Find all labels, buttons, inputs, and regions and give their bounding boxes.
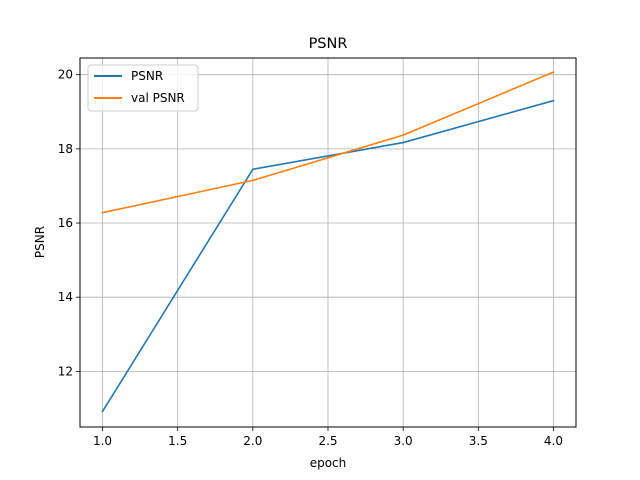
series-line-val-psnr — [101, 71, 555, 214]
y-tick-label: 12 — [58, 364, 73, 378]
x-tick-label: 1.0 — [93, 434, 112, 448]
x-tick-label: 3.5 — [469, 434, 488, 448]
legend: PSNR val PSNR — [87, 64, 199, 112]
y-tick-label: 16 — [58, 216, 73, 230]
series-lines — [101, 71, 555, 413]
legend-label-psnr: PSNR — [131, 69, 163, 83]
y-tick-label: 20 — [58, 68, 73, 82]
x-tick-label: 4.0 — [544, 434, 563, 448]
x-tick-label: 2.5 — [318, 434, 337, 448]
x-tick-label: 2.0 — [243, 434, 262, 448]
x-tick-label: 1.5 — [168, 434, 187, 448]
y-axis-label: PSNR — [33, 226, 47, 258]
y-axis-ticks: 12 14 16 18 20 — [58, 68, 80, 378]
y-tick-label: 18 — [58, 142, 73, 156]
grid-lines — [80, 58, 576, 427]
x-axis-ticks: 1.0 1.5 2.0 2.5 3.0 3.5 4.0 — [93, 427, 563, 448]
x-tick-label: 3.0 — [394, 434, 413, 448]
series-line-psnr — [101, 99, 555, 413]
chart-title: PSNR — [309, 36, 348, 52]
y-tick-label: 14 — [58, 290, 73, 304]
x-axis-label: epoch — [310, 456, 347, 470]
legend-label-val-psnr: val PSNR — [131, 91, 185, 105]
